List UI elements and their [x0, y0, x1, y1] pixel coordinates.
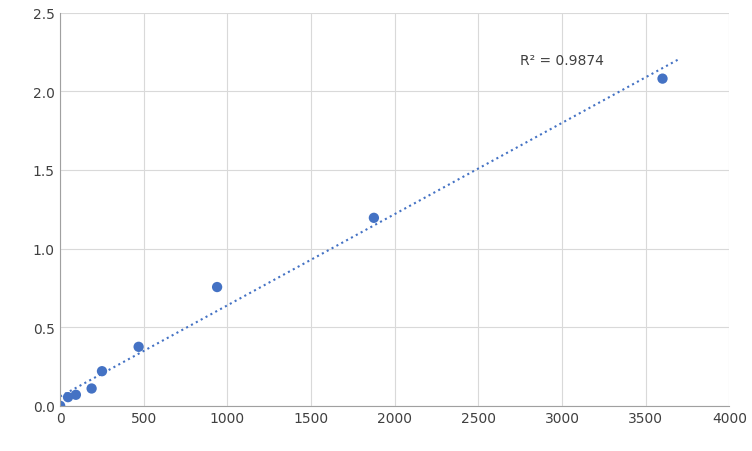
Point	[70, 391, 82, 399]
Point	[54, 402, 66, 410]
Point	[62, 394, 74, 401]
Point	[86, 385, 98, 392]
Point	[132, 344, 144, 351]
Point	[368, 215, 380, 222]
Point	[96, 368, 108, 375]
Text: R² = 0.9874: R² = 0.9874	[520, 55, 604, 68]
Point	[211, 284, 223, 291]
Point	[656, 76, 669, 83]
